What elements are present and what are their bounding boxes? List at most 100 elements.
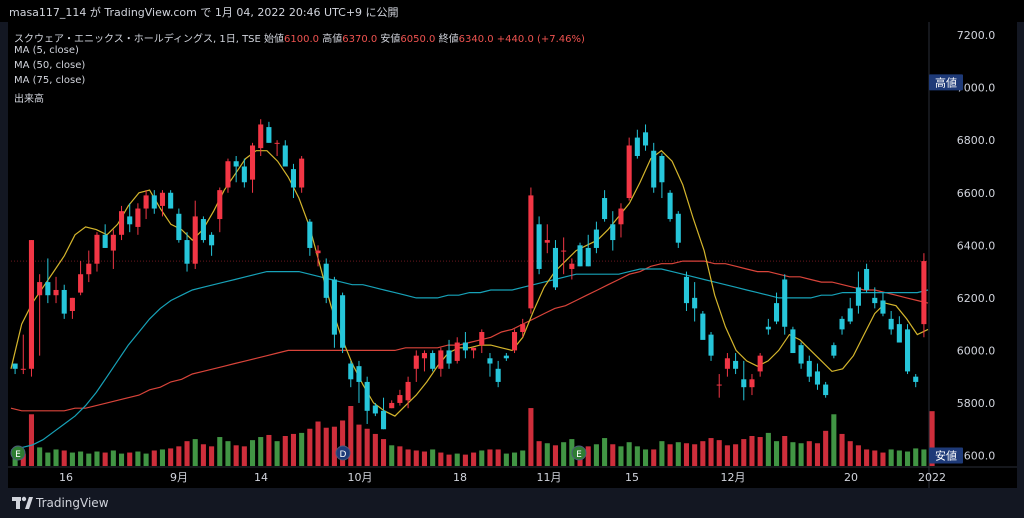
volume-bar (20, 453, 26, 466)
candle-body (503, 355, 509, 359)
low-price-label-bg (929, 447, 963, 464)
volume-bar (249, 440, 256, 466)
x-tick-label: 12月 (721, 471, 746, 484)
candle-body (118, 211, 125, 235)
candle-body (790, 329, 796, 354)
volume-bar (413, 450, 419, 466)
candle-body (569, 263, 575, 269)
candle-body (471, 347, 477, 351)
symbol-legend: スクウェア・エニックス・ホールディングス, 1日, TSE 始値6100.0 高… (14, 30, 585, 45)
candle-body (78, 274, 84, 293)
candle-body (307, 221, 313, 248)
candle-body (69, 297, 75, 311)
candle-body (110, 234, 116, 251)
volume-bar (487, 449, 493, 466)
volume-bar (864, 449, 870, 466)
volume-bar (552, 445, 559, 466)
ma5-line (10, 149, 929, 417)
candle-body (520, 324, 526, 333)
x-tick-label: 15 (625, 471, 639, 484)
ma75-legend[interactable]: MA (75, close) (14, 75, 86, 86)
candle-body (552, 247, 559, 288)
candle-body (561, 250, 567, 252)
volume-bar (667, 444, 673, 466)
volume-bar (266, 434, 272, 466)
volume-bar (511, 452, 518, 466)
close-value: 6340.0 (458, 34, 494, 45)
candle-body (798, 345, 804, 364)
volume-bar (184, 441, 190, 466)
candle-body (462, 342, 468, 351)
volume-bar (503, 453, 509, 466)
volume-bar (176, 446, 182, 466)
chart-canvas[interactable]: 7200.0 7000.0 6800.0 6600.0 6400.0 6200.0 6000… (8, 22, 1017, 488)
candle-body (904, 329, 911, 372)
volume-bar (118, 453, 125, 466)
candle-body (159, 192, 166, 206)
x-tick-label: 14 (254, 471, 268, 484)
candle-body (896, 324, 902, 343)
candle-body (192, 216, 198, 264)
volume-bar (462, 454, 468, 466)
candle-body (864, 268, 870, 290)
volume-bar (241, 446, 247, 466)
volume-bar (225, 441, 231, 466)
x-tick-label: 9月 (170, 471, 188, 484)
volume-bar (200, 444, 206, 466)
volume-bar (421, 451, 428, 466)
x-tick-label: 11月 (537, 471, 562, 484)
candle-body (651, 150, 657, 188)
candle-body (724, 358, 730, 369)
high-price-label-bg (929, 74, 963, 91)
volume-bar (143, 453, 149, 466)
y-tick-label: 5800.0 (957, 397, 996, 410)
candle-body (20, 368, 26, 370)
volume-bar (602, 438, 608, 466)
open-value: 6100.0 (284, 34, 320, 45)
volume-bar (397, 446, 403, 466)
candle-body (372, 405, 378, 414)
candle-body (831, 345, 837, 356)
volume-bar (389, 445, 395, 466)
volume-legend[interactable]: 出来高 (14, 94, 44, 105)
volume-bar (659, 441, 665, 466)
candle-body (446, 350, 452, 364)
candle-body (233, 161, 239, 167)
ma50-legend[interactable]: MA (50, close) (14, 60, 86, 71)
candle-body (127, 216, 133, 225)
volume-bar (299, 432, 305, 466)
volume-bar (69, 452, 75, 466)
candle-body (823, 384, 829, 396)
volume-bar (618, 446, 624, 466)
candle-body (479, 332, 485, 346)
candle-body (880, 300, 886, 314)
volume-bar (340, 420, 346, 466)
volume-bar (913, 448, 919, 466)
candle-body (364, 381, 370, 411)
volume-bar (831, 414, 837, 466)
candle-body (315, 250, 321, 254)
candle-body (626, 145, 632, 199)
volume-bar (896, 450, 902, 466)
ma5-legend[interactable]: MA (5, close) (14, 45, 79, 56)
candle-body (700, 313, 706, 340)
candle-body (495, 368, 501, 382)
volume-bar (45, 452, 51, 466)
candle-body (225, 161, 231, 188)
volume-bar (151, 450, 157, 466)
candle-body (814, 371, 821, 385)
event-marker-label: E (15, 450, 21, 460)
volume-bar (28, 414, 35, 466)
volume-bar (61, 450, 67, 466)
volume-bar (209, 446, 215, 466)
volume-bar (479, 450, 485, 466)
volume-bar (626, 442, 632, 466)
volume-bar (168, 448, 174, 466)
volume-bar (724, 445, 730, 466)
x-tick-label: 10月 (348, 471, 373, 484)
candle-body (733, 360, 739, 369)
candle-body (258, 124, 264, 149)
x-tick-label: 16 (59, 471, 73, 484)
y-tick-label: 6600.0 (957, 187, 996, 200)
candle-body (356, 366, 362, 382)
